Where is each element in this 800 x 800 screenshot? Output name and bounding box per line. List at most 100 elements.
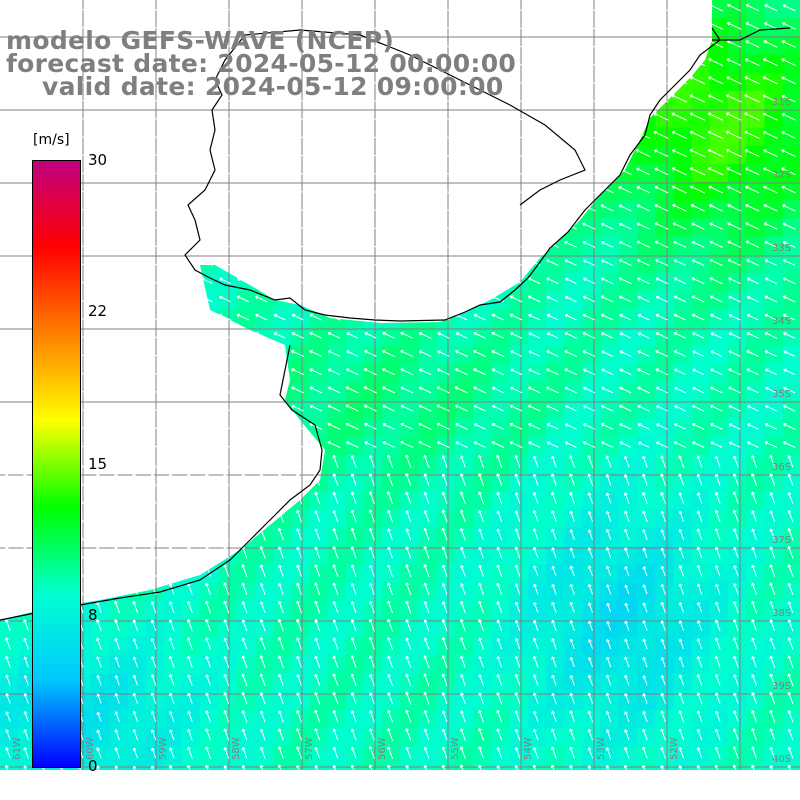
wind-arrow bbox=[369, 582, 375, 595]
wind-arrow bbox=[128, 295, 140, 303]
wind-arrow bbox=[168, 674, 175, 686]
wind-arrow bbox=[423, 454, 430, 468]
wind-arrow bbox=[550, 746, 557, 759]
wind-arrow bbox=[382, 204, 395, 212]
wind-arrow bbox=[708, 58, 724, 67]
wind-arrow bbox=[95, 473, 102, 486]
wind-arrow bbox=[350, 637, 357, 650]
wind-arrow bbox=[726, 58, 742, 67]
wind-arrow bbox=[527, 422, 541, 430]
wind-arrow bbox=[328, 150, 341, 157]
wind-arrow bbox=[655, 259, 668, 266]
wind-arrow bbox=[91, 277, 104, 285]
wind-arrow bbox=[491, 368, 505, 376]
wind-arrow bbox=[455, 168, 468, 175]
wind-arrow bbox=[187, 692, 193, 704]
wind-arrow bbox=[727, 258, 741, 267]
wind-arrow bbox=[533, 619, 539, 632]
wind-arrow bbox=[509, 150, 523, 157]
wind-arrow bbox=[787, 527, 794, 541]
wind-arrow bbox=[109, 4, 122, 12]
wind-arrow bbox=[696, 492, 703, 504]
wind-arrow bbox=[132, 491, 139, 505]
lon-label: 59W bbox=[158, 737, 169, 760]
wind-arrow bbox=[295, 472, 303, 487]
wind-arrow bbox=[237, 350, 250, 357]
wind-arrow bbox=[401, 277, 413, 285]
wind-arrow bbox=[714, 692, 721, 705]
wind-arrow bbox=[405, 582, 412, 596]
wind-arrow bbox=[551, 583, 557, 595]
wind-arrow bbox=[618, 240, 632, 248]
wind-arrow bbox=[678, 638, 684, 650]
wind-arrow bbox=[764, 313, 778, 321]
wind-arrow bbox=[91, 368, 104, 376]
wind-arrow bbox=[478, 564, 484, 577]
wind-arrow bbox=[491, 40, 504, 48]
wind-arrow bbox=[546, 59, 559, 66]
wind-arrow bbox=[744, 76, 760, 85]
wind-arrow bbox=[91, 423, 104, 430]
wind-arrow bbox=[18, 441, 31, 448]
wind-arrow bbox=[605, 710, 612, 723]
wind-arrow bbox=[219, 150, 231, 157]
wind-arrow bbox=[314, 764, 319, 770]
wind-arrow bbox=[350, 619, 357, 632]
wind-arrow bbox=[236, 168, 250, 175]
wind-arrow bbox=[400, 77, 414, 84]
wind-arrow bbox=[109, 222, 122, 230]
wind-arrow bbox=[623, 455, 630, 468]
wind-arrow bbox=[182, 4, 195, 12]
wind-arrow bbox=[127, 241, 140, 248]
wind-arrow bbox=[455, 204, 468, 212]
wind-arrow bbox=[309, 349, 323, 357]
wind-arrow bbox=[545, 149, 559, 157]
wind-arrow bbox=[273, 22, 286, 30]
wind-arrow bbox=[23, 546, 29, 559]
wind-arrow bbox=[509, 168, 523, 175]
wind-arrow bbox=[787, 746, 794, 759]
wind-arrow bbox=[219, 131, 231, 139]
wind-arrow bbox=[762, 112, 778, 121]
wind-arrow bbox=[674, 386, 686, 394]
wind-arrow bbox=[364, 131, 377, 139]
wind-arrow bbox=[605, 455, 612, 468]
wind-arrow bbox=[673, 350, 687, 357]
wind-arrow bbox=[109, 350, 122, 357]
wind-arrow bbox=[637, 404, 650, 412]
wind-arrow bbox=[423, 564, 430, 577]
wind-arrow bbox=[205, 491, 212, 505]
wind-arrow bbox=[110, 186, 122, 194]
wind-arrow bbox=[405, 546, 412, 559]
wind-arrow bbox=[310, 131, 322, 139]
wind-arrow bbox=[605, 474, 612, 486]
wind-arrow bbox=[387, 673, 393, 686]
wind-arrow bbox=[292, 168, 304, 175]
wind-arrow bbox=[291, 295, 304, 303]
wind-arrow bbox=[588, 639, 593, 649]
wind-arrow bbox=[546, 77, 559, 84]
wind-arrow bbox=[350, 764, 355, 770]
wind-arrow bbox=[114, 619, 120, 632]
wind-arrow bbox=[163, 422, 177, 430]
wind-arrow bbox=[582, 149, 596, 157]
wind-arrow bbox=[660, 601, 666, 613]
wind-arrow bbox=[363, 368, 377, 376]
wind-arrow bbox=[460, 564, 466, 577]
wind-arrow bbox=[550, 764, 555, 770]
wind-arrow bbox=[491, 441, 505, 448]
wind-arrow bbox=[769, 528, 776, 541]
wind-arrow bbox=[550, 491, 557, 505]
wind-arrow bbox=[164, 4, 177, 12]
wind-arrow bbox=[91, 168, 104, 175]
wind-arrow bbox=[96, 637, 102, 650]
wind-arrow bbox=[528, 295, 541, 303]
wind-arrow bbox=[37, 40, 49, 48]
wind-arrow bbox=[551, 547, 557, 559]
wind-arrow bbox=[241, 491, 248, 504]
wind-arrow bbox=[587, 692, 594, 704]
wind-arrow bbox=[782, 313, 796, 321]
wind-arrow bbox=[164, 313, 177, 321]
wind-arrow bbox=[405, 673, 412, 687]
wind-arrow bbox=[436, 368, 450, 376]
